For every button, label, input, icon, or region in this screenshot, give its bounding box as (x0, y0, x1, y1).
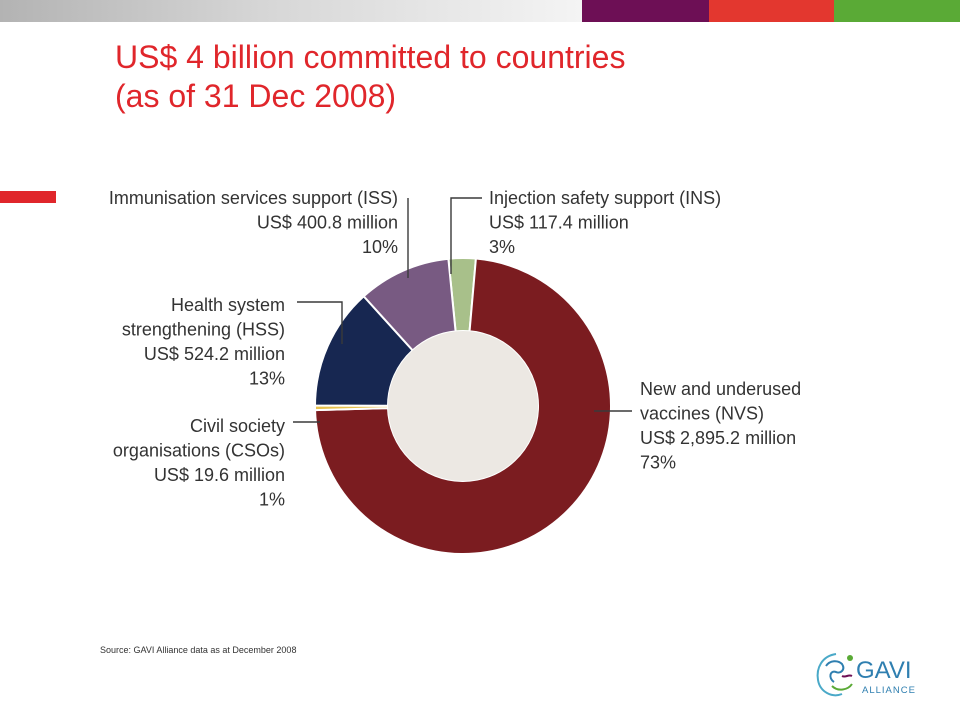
top-red-block (709, 0, 834, 22)
page-title: US$ 4 billion committed to countries (as… (115, 38, 815, 116)
slice-label-line: strengthening (HSS) (122, 320, 285, 340)
slice-label-line: 10% (362, 237, 398, 257)
gavi-logo: GAVI ALLIANCE (816, 653, 916, 697)
slice-label-line: New and underused (640, 379, 801, 399)
gavi-globe-icon (816, 653, 853, 697)
top-green-block (834, 0, 960, 22)
leader-line-1 (450, 197, 482, 274)
slice-label-line: vaccines (NVS) (640, 404, 764, 424)
slice-label-line: 3% (489, 237, 515, 257)
logo-subtext: ALLIANCE (862, 685, 916, 696)
title-line-2: (as of 31 Dec 2008) (115, 78, 397, 114)
slice-label-line: organisations (CSOs) (113, 441, 285, 461)
leader-line-4 (297, 301, 343, 344)
slice-label-4: Health system strengthening (HSS) US$ 524.… (122, 295, 285, 389)
title-line-1: US$ 4 billion committed to countries (115, 39, 626, 75)
slice-label-line: Civil society (190, 416, 285, 436)
slice-label-line: Injection safety support (INS) (489, 188, 721, 208)
slice-label-1: Injection safety support (INS) US$ 117.4 … (489, 188, 721, 257)
slice-label-5: Immunisation services support (ISS) US$ 4… (109, 188, 398, 257)
logo-wordmark: GAVI (856, 657, 912, 684)
slice-label-line: 73% (640, 453, 676, 473)
side-accent-bar (0, 191, 56, 203)
slice-label-line: 13% (249, 369, 285, 389)
source-note: Source: GAVI Alliance data as at Decembe… (100, 645, 297, 655)
slice-label-line: US$ 2,895.2 million (640, 428, 796, 448)
slice-label-line: US$ 19.6 million (154, 465, 285, 485)
slice-label-3: Civil society organisations (CSOs) US$ 19.… (113, 416, 285, 510)
top-color-bar (0, 0, 960, 22)
slice-label-line: US$ 400.8 million (257, 213, 398, 233)
slice-label-line: 1% (259, 490, 285, 510)
slice-label-line: Health system (171, 295, 285, 315)
donut-center (388, 331, 538, 481)
top-gradient-strip (0, 0, 582, 22)
slice-label-line: Immunisation services support (ISS) (109, 188, 398, 208)
slice-label-line: US$ 117.4 million (489, 213, 629, 233)
top-purple-block (582, 0, 709, 22)
slice-label-line: US$ 524.2 million (144, 344, 285, 364)
slice-label-2: New and underused vaccines (NVS) US$ 2,895… (640, 379, 801, 473)
